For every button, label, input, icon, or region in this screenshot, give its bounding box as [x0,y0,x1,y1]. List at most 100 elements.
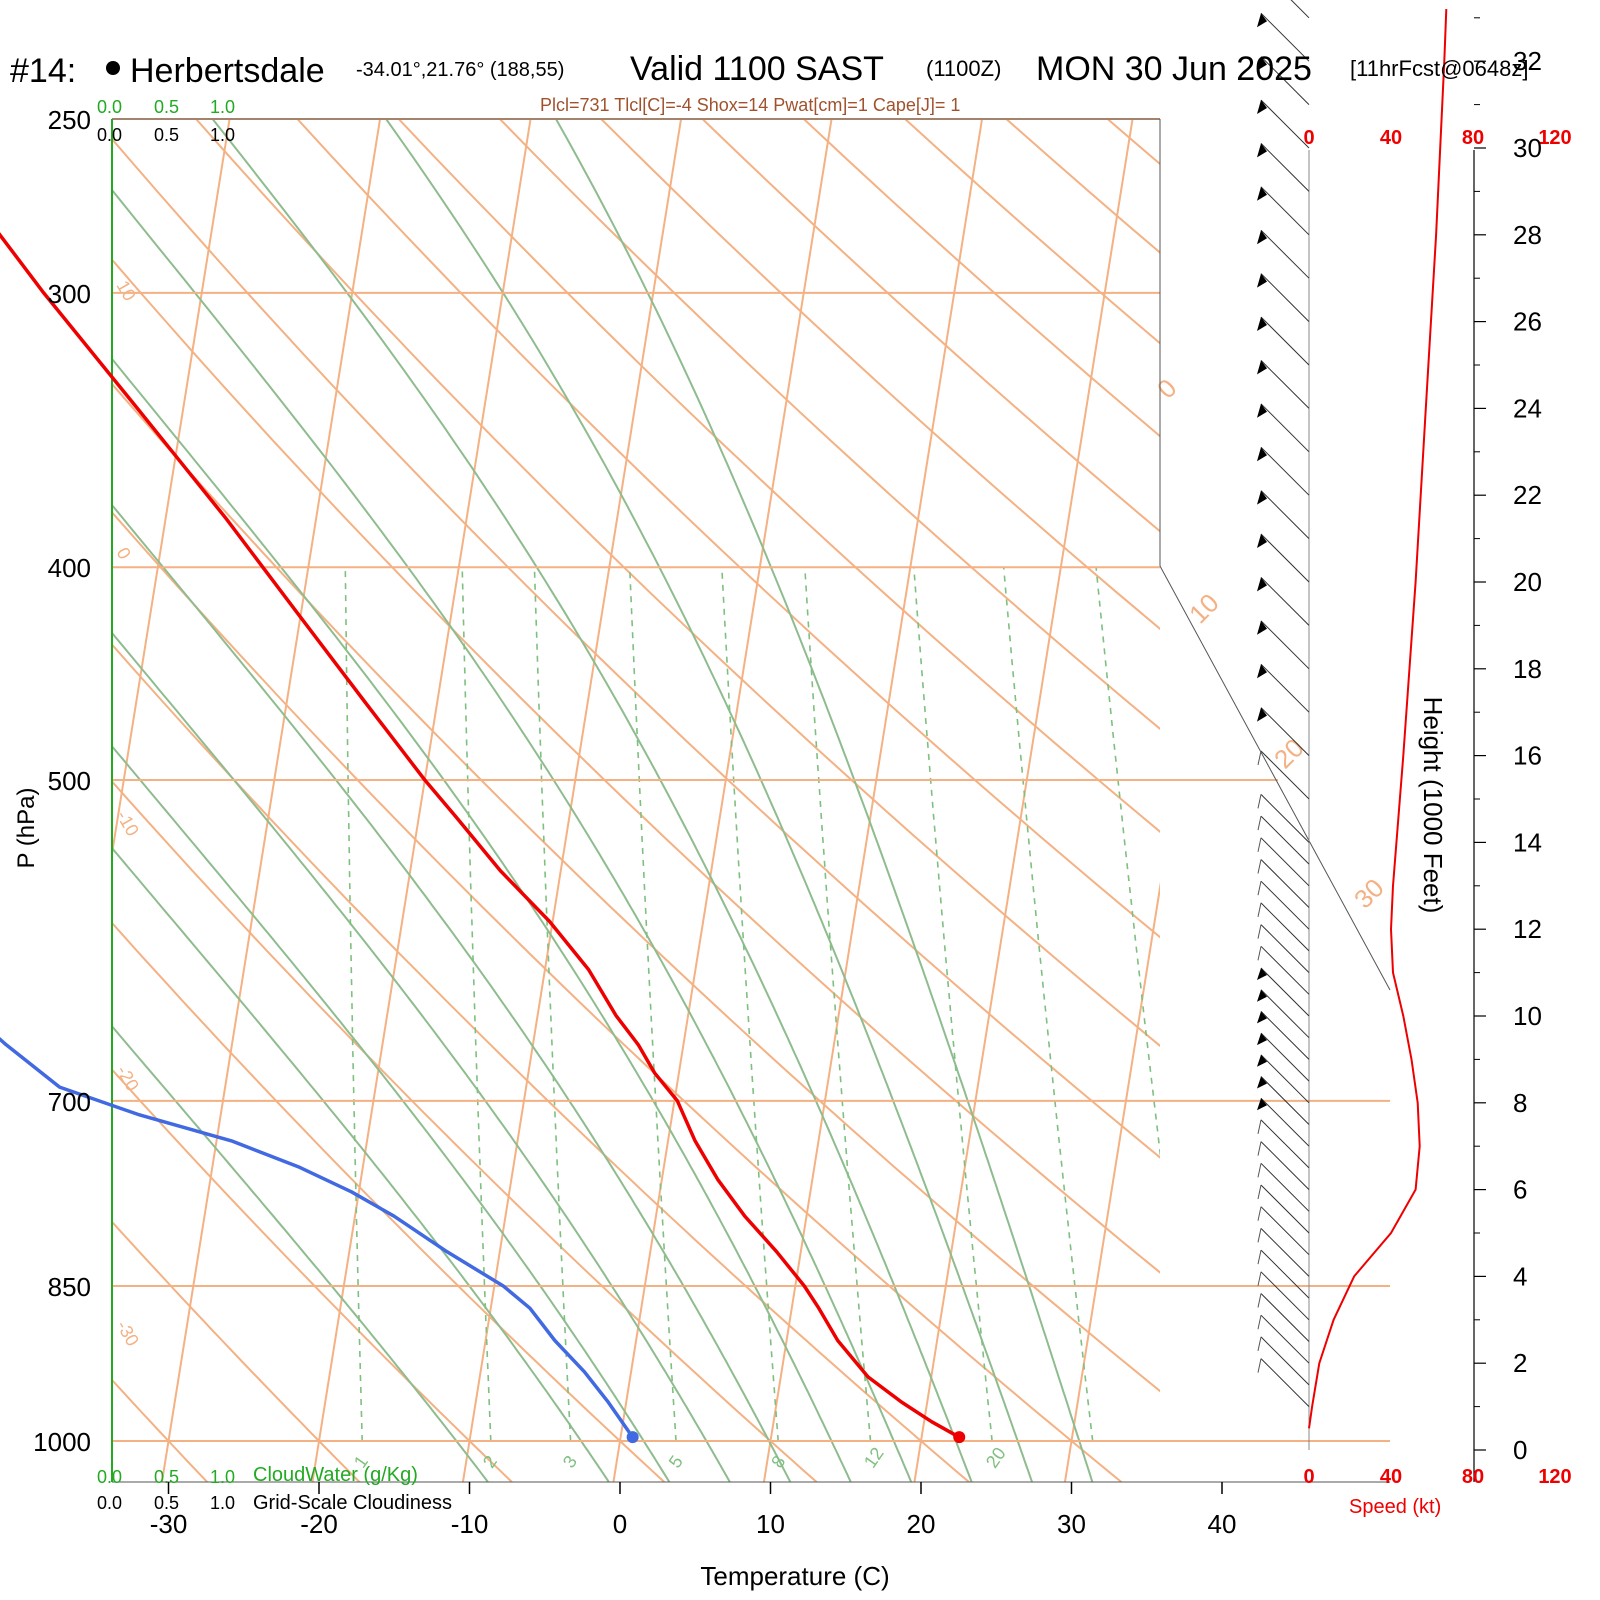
wind-barb-feather [1257,750,1262,766]
dry-adiabat-line [296,119,1160,939]
valid-utc: (1100Z) [926,56,1001,81]
dry-adiabat-line [112,510,1123,1482]
y-axis: 250 300 400 500 700 850 1000 [33,105,91,1457]
wind-barb-feather [1257,902,1262,918]
wind-barb-staff [1260,815,1310,865]
moist-adiabat-line [211,119,973,1482]
station-name: Herbertsdale [130,52,325,90]
wind-barb-staff [1260,12,1310,62]
height-tick-label: 24 [1513,393,1542,423]
dry-adiabat-line [194,119,1160,1048]
mixing-ratio-label: 20 [982,1444,1010,1472]
dry-adiabat-label: 0 [113,544,135,563]
wind-barb-staff [1260,1054,1310,1104]
wind-barb-flag [1257,1054,1267,1067]
x-tick-label: 10 [756,1509,785,1539]
cloudiness-label: Grid-Scale Cloudiness [253,1492,452,1514]
height-tick-label: 8 [1513,1088,1527,1118]
dry-adiabat-label: -20 [113,1062,143,1095]
wind-barb-flag [1257,317,1267,331]
cw-tick-bottom-2: 1.0 [210,1467,235,1487]
isotherm-lines [112,119,1434,1488]
wind-barb-feather [1257,946,1262,961]
wind-barb-feather [1257,1249,1262,1265]
wind-barb-staff [1260,229,1310,279]
wind-barb-staff [1260,1119,1310,1169]
wind-barb-staff [1260,1184,1310,1234]
cl-tick-bottom-0: 0.0 [97,1493,122,1513]
cw-tick-top-2: 1.0 [210,97,235,117]
wind-barb-staff [1260,794,1310,843]
wind-barb-staff [1260,837,1310,887]
wind-barb-staff [1260,924,1310,973]
wind-barb-staff [1260,663,1310,713]
cl-tick-bottom-2: 1.0 [210,1493,235,1513]
pressure-tick-label: 850 [48,1272,91,1302]
wind-barb-staff [1260,1141,1310,1190]
wind-barb-staff [1260,967,1310,1017]
height-tick-label: 14 [1513,827,1542,857]
header: #14: Herbertsdale -34.01°,21.76° (188,55… [10,50,1528,115]
moist-adiabat-line [112,357,852,1482]
wind-barb-feather [1257,881,1262,896]
x-tick-label: -30 [150,1509,188,1539]
wind-barb-staff [1260,750,1310,800]
dry-adiabat-line [112,382,1160,1393]
indices-line: Plcl=731 Tlcl[C]=-4 Shox=14 Pwat[cm]=1 C… [540,95,960,115]
x-tick-label: 30 [1057,1509,1086,1539]
isobar-lines [112,118,1390,1442]
x-tick-label: 20 [907,1509,936,1539]
cl-tick-bottom-1: 0.5 [154,1493,179,1513]
valid-date: MON 30 Jun 2025 [1036,50,1312,88]
isotherm-line [112,119,231,860]
cw-tick-top-0: 0.0 [97,97,122,117]
wind-barb-staff [1260,143,1310,192]
station-id: #14: [10,52,76,90]
mixing-ratio-label: 5 [665,1452,687,1472]
isotherm-line [1215,119,1434,1488]
station-dot-icon [106,61,120,75]
moist-adiabat-line [112,503,792,1482]
isotherm-line [762,119,984,1482]
wind-barb-flag [1257,1011,1267,1024]
height-tick-label: 26 [1513,307,1542,337]
moist-adiabat-line [384,119,1034,1482]
wind-barb-staff [1260,533,1310,583]
wind-barb-feather [1257,1271,1262,1286]
height-tick-label: 6 [1513,1175,1527,1205]
x-axis-title: Temperature (C) [700,1561,889,1591]
wind-barb-flag [1257,989,1267,1002]
wind-barb-staff [1260,880,1310,930]
wind-barb-staff [1260,989,1310,1039]
pressure-tick-label: 500 [48,766,91,796]
wind-barb-staff [1260,859,1310,908]
isotherm-label: 0 [1151,373,1182,404]
height-tick-label: 0 [1513,1435,1527,1465]
wind-barb-flag [1257,1033,1267,1046]
dry-adiabat-line [701,119,1160,533]
pressure-tick-label: 250 [48,105,91,135]
wind-barb-flag [1257,273,1267,288]
wind-barb-staff [1260,945,1310,995]
moist-adiabat-line [112,188,913,1482]
wind-barb-staff [1260,1228,1310,1277]
wind-barb-feather [1257,815,1262,831]
wind-barb-staff [1260,490,1310,539]
wind-barb-staff [1260,902,1310,952]
wind-barb-staff [1290,0,1310,19]
dry-adiabat-line [112,1068,514,1482]
height-tick-label: 16 [1513,741,1542,771]
pressure-tick-label: 400 [48,553,91,583]
mixing-ratio-line [1002,567,1094,1442]
wind-barb-flag [1257,360,1267,375]
isotherm-line [612,119,833,1482]
wind-barb-feather [1257,859,1262,874]
wind-barb-feather [1257,794,1262,809]
dewpoint-profile-line [0,1036,635,1439]
pressure-tick-label: 700 [48,1087,91,1117]
height-tick-label: 30 [1513,133,1542,163]
station-coords: -34.01°,21.76° (188,55) [356,59,564,81]
wind-barb-staff [1260,316,1310,366]
height-tick-label: 2 [1513,1348,1527,1378]
